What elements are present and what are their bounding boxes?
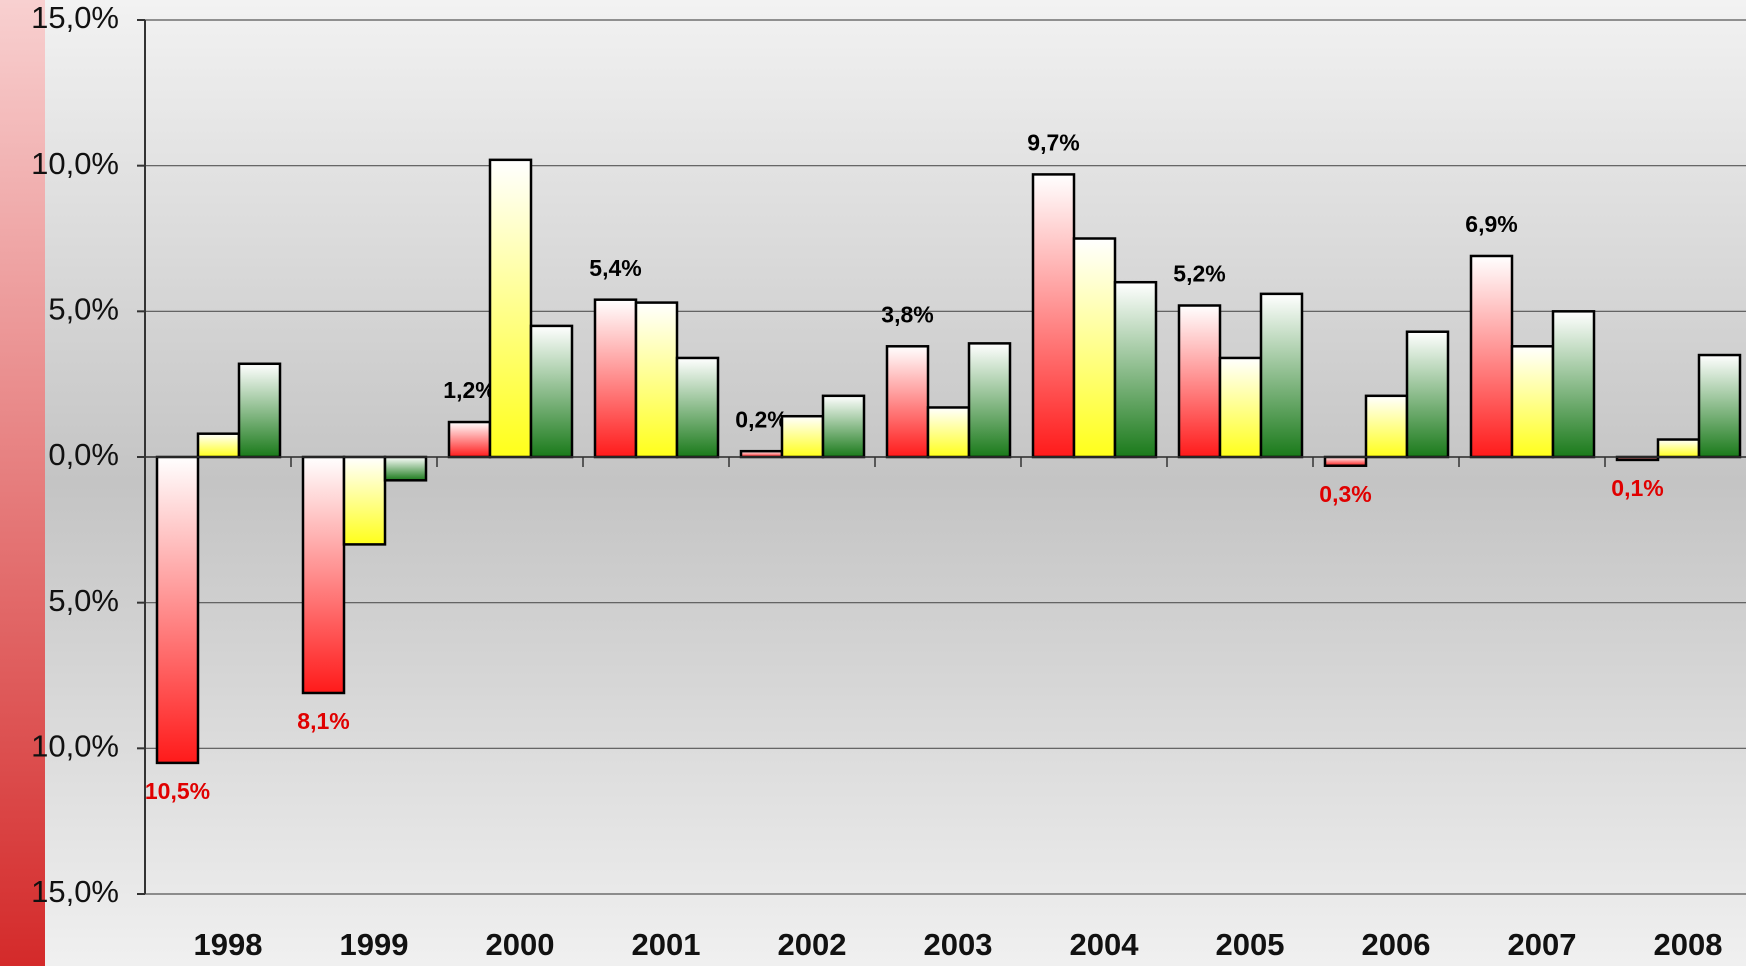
bar (488, 158, 533, 459)
bar (155, 455, 200, 765)
data-label: 0,3% (1319, 481, 1371, 507)
bar (1259, 292, 1304, 459)
bar (675, 356, 720, 459)
bar (301, 455, 346, 695)
bar (529, 324, 574, 459)
bar (1405, 330, 1450, 459)
bar (447, 420, 492, 459)
bar (1656, 438, 1701, 459)
y-tick-label: 5,0% (48, 583, 119, 618)
data-label: 9,7% (1027, 129, 1079, 155)
bar (967, 342, 1012, 459)
x-tick-label: 2002 (778, 927, 847, 962)
bar (1113, 280, 1158, 459)
data-label: 6,9% (1465, 211, 1517, 237)
bar (1323, 455, 1368, 467)
y-tick-label: 5,0% (48, 292, 119, 327)
bar (1364, 394, 1409, 459)
data-label: 10,5% (145, 778, 210, 804)
x-tick-label: 2004 (1070, 927, 1140, 962)
data-label: 3,8% (881, 301, 933, 327)
bar (342, 455, 387, 546)
y-tick-label: 10,0% (31, 146, 119, 181)
side-strip (0, 0, 45, 966)
x-tick-label: 2006 (1362, 927, 1431, 962)
bar (739, 449, 784, 459)
bar (780, 414, 825, 459)
bar (821, 394, 866, 459)
bar (1031, 173, 1076, 459)
x-tick-label: 1998 (194, 927, 263, 962)
bar (1177, 304, 1222, 459)
bar (634, 301, 679, 459)
bar (196, 432, 241, 459)
bar (885, 345, 930, 459)
bar (1551, 310, 1596, 459)
bar (237, 362, 282, 459)
x-tick-label: 1999 (340, 927, 409, 962)
y-tick-label: 10,0% (31, 729, 119, 764)
bar (1218, 356, 1263, 459)
x-tick-label: 2000 (486, 927, 555, 962)
x-tick-label: 2001 (632, 927, 701, 962)
bar (1072, 237, 1117, 459)
data-label: 5,2% (1173, 261, 1225, 287)
bar (593, 298, 638, 459)
data-label: 0,2% (735, 406, 787, 432)
x-tick-label: 2007 (1508, 927, 1577, 962)
bar (383, 455, 428, 482)
data-label: 0,1% (1611, 475, 1663, 501)
y-tick-label: 0,0% (48, 437, 119, 472)
y-tick-label: 15,0% (31, 0, 119, 35)
bar (1510, 345, 1555, 459)
data-label: 5,4% (589, 255, 641, 281)
data-label: 8,1% (297, 708, 349, 734)
x-tick-label: 2003 (924, 927, 993, 962)
y-tick-label: 15,0% (31, 874, 119, 909)
x-tick-label: 2005 (1216, 927, 1285, 962)
bar (1469, 254, 1514, 459)
data-label: 1,2% (443, 377, 495, 403)
x-tick-label: 2008 (1654, 927, 1723, 962)
bar (1697, 353, 1742, 459)
bar (926, 406, 971, 459)
